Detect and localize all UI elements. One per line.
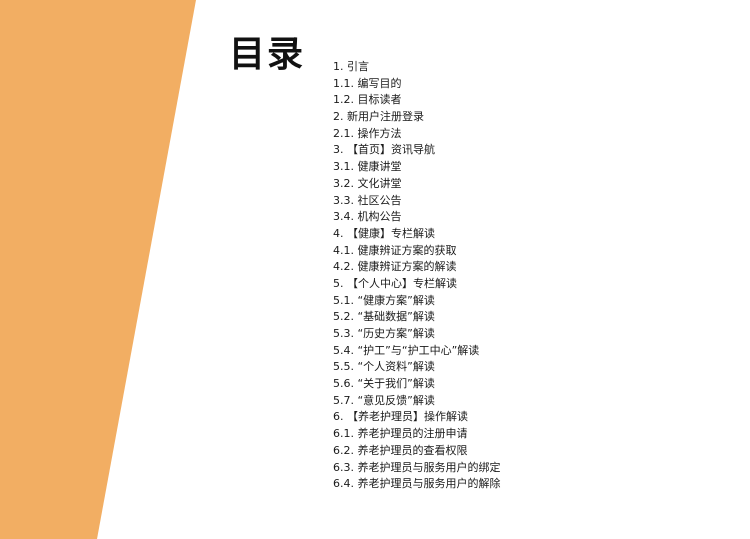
orange-band-shape bbox=[0, 0, 196, 539]
table-of-contents: 1. 引言 1.1. 编写目的 1.2. 目标读者 2. 新用户注册登录 2.1. 操作… bbox=[333, 59, 501, 493]
toc-entry: 4.2. 健康辨证方案的解读 bbox=[333, 260, 457, 274]
toc-entry: 3.2. 文化讲堂 bbox=[333, 176, 402, 190]
toc-entry: 6. 【养老护理员】操作解读 bbox=[333, 410, 468, 424]
toc-entry: 2. 新用户注册登录 bbox=[333, 110, 424, 124]
toc-entry: 1.1. 编写目的 bbox=[333, 76, 402, 90]
toc-entry: 4.1. 健康辨证方案的获取 bbox=[333, 243, 457, 257]
toc-entry: 5. 【个人中心】专栏解读 bbox=[333, 276, 457, 290]
toc-entry: 3.1. 健康讲堂 bbox=[333, 160, 402, 174]
toc-entry: 5.3. “历史方案”解读 bbox=[333, 327, 435, 340]
toc-entry: 3.3. 社区公告 bbox=[333, 193, 402, 207]
toc-entry: 6.1. 养老护理员的注册申请 bbox=[333, 427, 468, 441]
toc-entry: 2.1. 操作方法 bbox=[333, 126, 402, 140]
toc-entry: 6.2. 养老护理员的查看权限 bbox=[333, 443, 468, 457]
toc-entry: 5.2. “基础数据”解读 bbox=[333, 310, 435, 324]
toc-entry: 5.7. “意见反馈”解读 bbox=[333, 393, 435, 407]
toc-entry: 6.4. 养老护理员与服务用户的解除 bbox=[333, 477, 501, 491]
toc-entry: 3. 【首页】资讯导航 bbox=[333, 143, 435, 157]
toc-entry: 6.3. 养老护理员与服务用户的绑定 bbox=[333, 460, 501, 474]
toc-entry: 4. 【健康】专栏解读 bbox=[333, 226, 435, 240]
toc-entry: 5.4. “护工”与“护工中心”解读 bbox=[333, 343, 480, 357]
toc-entry: 5.5. “个人资料”解读 bbox=[333, 360, 435, 374]
toc-entry: 3.4. 机构公告 bbox=[333, 210, 402, 224]
toc-entry: 1. 引言 bbox=[333, 60, 369, 73]
toc-entry: 1.2. 目标读者 bbox=[333, 93, 402, 107]
page-title: 目录 bbox=[229, 34, 306, 75]
toc-entry: 5.1. “健康方案”解读 bbox=[333, 293, 435, 307]
toc-entry: 5.6. “关于我们”解读 bbox=[333, 377, 435, 391]
